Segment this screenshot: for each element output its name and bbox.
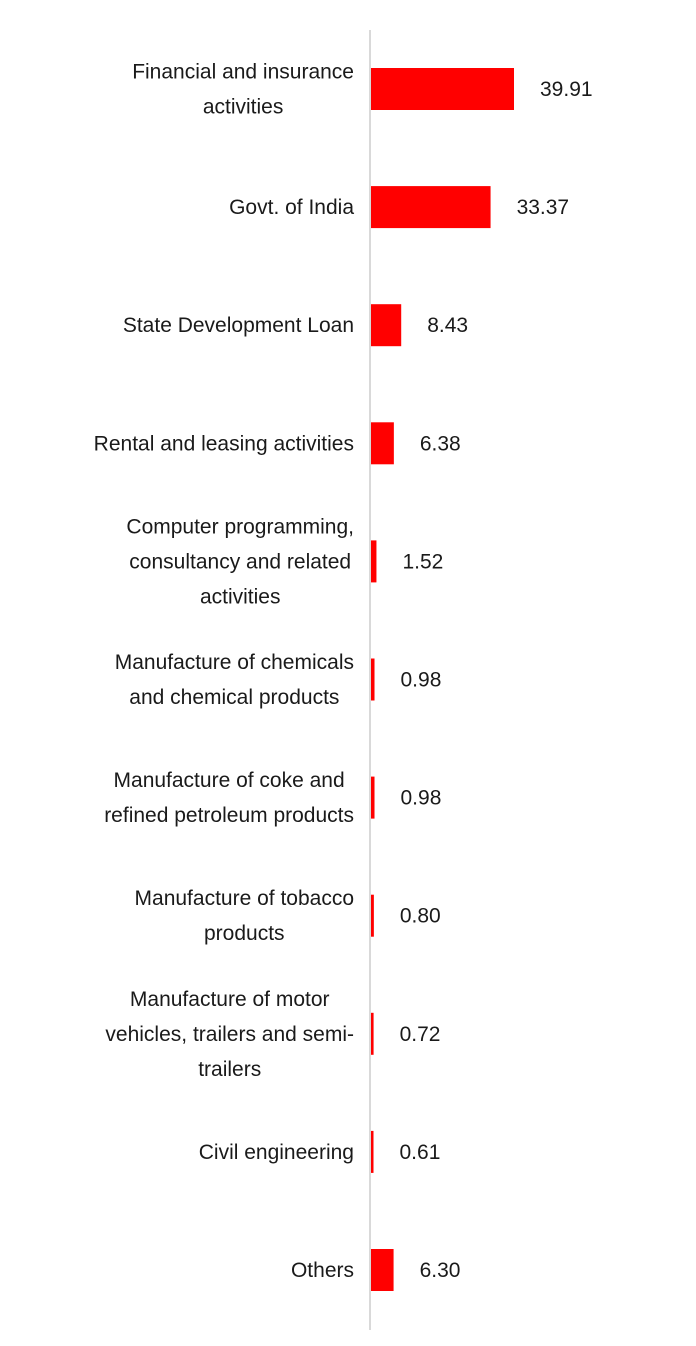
category-label-5-line-0: Manufacture of chemicals bbox=[115, 651, 354, 674]
bar-6 bbox=[371, 776, 375, 819]
category-labels-layer: Financial and insurance activities Govt. o… bbox=[94, 61, 355, 1283]
bar-2 bbox=[371, 304, 402, 347]
value-label-10: 6.30 bbox=[420, 1259, 461, 1282]
category-label-0-line-1: activities bbox=[203, 96, 284, 119]
category-label-9: Civil engineering bbox=[199, 1141, 354, 1164]
category-label-10: Others bbox=[291, 1259, 354, 1282]
value-label-8: 0.72 bbox=[400, 1023, 441, 1046]
value-label-0: 39.91 bbox=[540, 78, 593, 101]
value-label-4: 1.52 bbox=[402, 550, 443, 573]
bar-7 bbox=[371, 894, 374, 937]
category-label-5: Manufacture of chemicals and chemical pro… bbox=[115, 651, 354, 709]
category-label-4-line-1: consultancy and related bbox=[129, 550, 351, 573]
category-label-1-line-0: Govt. of India bbox=[229, 196, 354, 219]
value-label-7: 0.80 bbox=[400, 905, 441, 928]
category-label-2-line-0: State Development Loan bbox=[123, 314, 354, 337]
category-label-3-line-0: Rental and leasing activities bbox=[94, 432, 354, 455]
bar-10 bbox=[371, 1249, 394, 1291]
bar-4 bbox=[371, 540, 377, 583]
value-label-2: 8.43 bbox=[427, 314, 468, 337]
value-label-6: 0.98 bbox=[401, 787, 442, 810]
category-label-0: Financial and insurance activities bbox=[132, 61, 354, 119]
category-label-4: Computer programming, consultancy and rel… bbox=[126, 515, 354, 608]
category-label-9-line-0: Civil engineering bbox=[199, 1141, 354, 1164]
category-label-7: Manufacture of tobacco products bbox=[135, 887, 354, 945]
value-label-3: 6.38 bbox=[420, 432, 461, 455]
bar-1 bbox=[371, 186, 491, 229]
bar-9 bbox=[371, 1130, 374, 1173]
category-label-7-line-1: products bbox=[204, 922, 285, 945]
category-label-8-line-1: vehicles, trailers and semi- bbox=[105, 1023, 354, 1046]
category-label-1: Govt. of India bbox=[229, 196, 354, 219]
category-label-2: State Development Loan bbox=[123, 314, 354, 337]
bar-0 bbox=[371, 68, 514, 110]
value-label-1: 33.37 bbox=[517, 196, 570, 219]
value-label-9: 0.61 bbox=[400, 1141, 441, 1164]
category-label-8-line-2: trailers bbox=[198, 1058, 261, 1081]
category-label-5-line-1: and chemical products bbox=[129, 686, 339, 709]
category-label-6-line-1: refined petroleum products bbox=[104, 804, 354, 827]
category-label-6-line-0: Manufacture of coke and bbox=[114, 769, 345, 792]
value-labels-layer: 39.91 33.37 8.43 6.38 1.52 0.98 0.98 0.80 0.72 0.… bbox=[400, 78, 593, 1282]
category-label-8-line-0: Manufacture of motor bbox=[130, 988, 330, 1011]
bar-8 bbox=[371, 1012, 374, 1055]
category-label-6: Manufacture of coke and refined petroleum… bbox=[104, 769, 354, 827]
category-label-0-line-0: Financial and insurance bbox=[132, 61, 354, 84]
bars-layer bbox=[371, 68, 514, 1291]
category-label-7-line-0: Manufacture of tobacco bbox=[135, 887, 354, 910]
category-label-3: Rental and leasing activities bbox=[94, 432, 354, 455]
category-label-4-line-2: activities bbox=[200, 585, 281, 608]
category-label-8: Manufacture of motor vehicles, trailers a… bbox=[105, 988, 354, 1081]
value-label-5: 0.98 bbox=[401, 669, 442, 692]
bar-3 bbox=[371, 422, 394, 465]
bar-5 bbox=[371, 658, 375, 701]
category-label-10-line-0: Others bbox=[291, 1259, 354, 1282]
category-label-4-line-0: Computer programming, bbox=[126, 515, 354, 538]
